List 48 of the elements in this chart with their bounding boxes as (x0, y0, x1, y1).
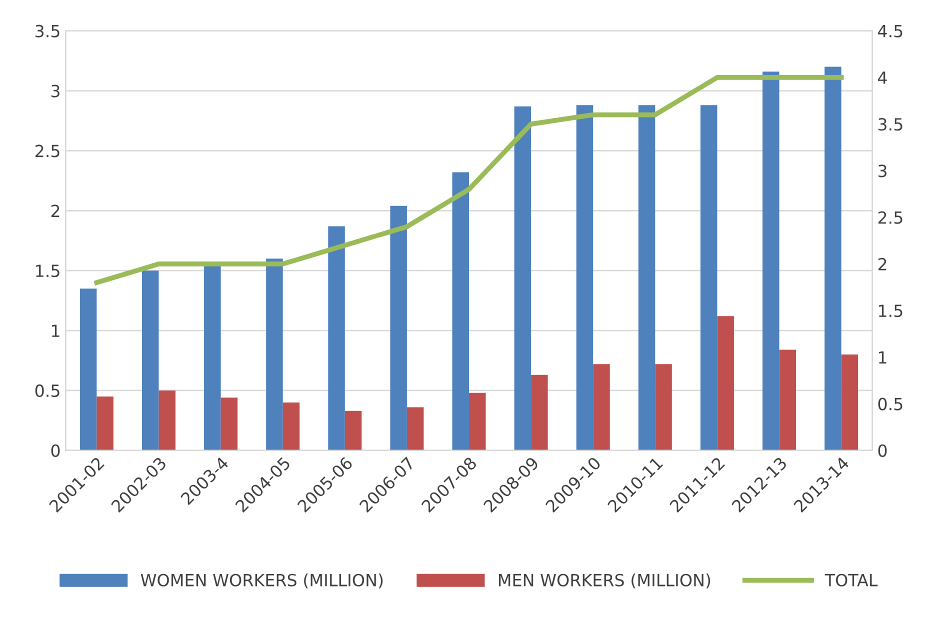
bar (344, 410, 362, 450)
bar (531, 374, 548, 450)
y2-tick-label: 0 (878, 444, 887, 457)
bar (576, 105, 594, 450)
y2-tick-label: 2.5 (878, 211, 902, 224)
bar (390, 206, 407, 450)
y2-tick-label: 4.5 (878, 25, 902, 38)
legend-label: WOMEN WORKERS (MILLION) (140, 574, 383, 588)
y2-tick-label: 0.5 (878, 398, 902, 410)
bar (142, 270, 159, 450)
y-tick-label: 3 (51, 84, 60, 98)
y-tick-label: 2 (51, 204, 60, 217)
y-tick-label: 3.5 (36, 24, 60, 38)
bar (266, 258, 283, 450)
y2-tick-label: 4 (878, 72, 887, 84)
y2-tick-label: 1.5 (879, 304, 902, 318)
bar (96, 396, 114, 450)
bar (406, 407, 424, 450)
y2-tick-label: 3 (878, 164, 886, 178)
bar (762, 72, 780, 450)
bar (328, 226, 345, 450)
bar (779, 350, 796, 450)
bar (452, 172, 469, 450)
bar (514, 106, 532, 450)
y2-tick-label: 1 (879, 351, 886, 364)
y-tick-label: 1 (52, 324, 60, 337)
y2-tick-label: 2 (878, 258, 886, 270)
bar (841, 354, 858, 450)
bar (717, 316, 734, 450)
bar (158, 390, 176, 450)
y-tick-label: 2.5 (36, 144, 60, 158)
bar (220, 398, 238, 450)
bar (282, 402, 300, 450)
y-tick-label: 0.5 (35, 384, 60, 398)
bar (638, 105, 656, 450)
bar (469, 392, 486, 450)
bar (655, 364, 672, 450)
bar (593, 364, 610, 450)
bar (80, 288, 97, 450)
line-series (94, 75, 844, 286)
y-tick-label: 1.5 (36, 264, 60, 278)
y2-tick-label: 3.5 (878, 118, 902, 131)
bar (824, 66, 842, 450)
bar (204, 264, 221, 450)
y-tick-label: 0 (51, 444, 60, 457)
legend-label: TOTAL (824, 574, 878, 586)
legend-label: MEN WORKERS (MILLION) (498, 574, 710, 588)
bar (700, 105, 718, 450)
